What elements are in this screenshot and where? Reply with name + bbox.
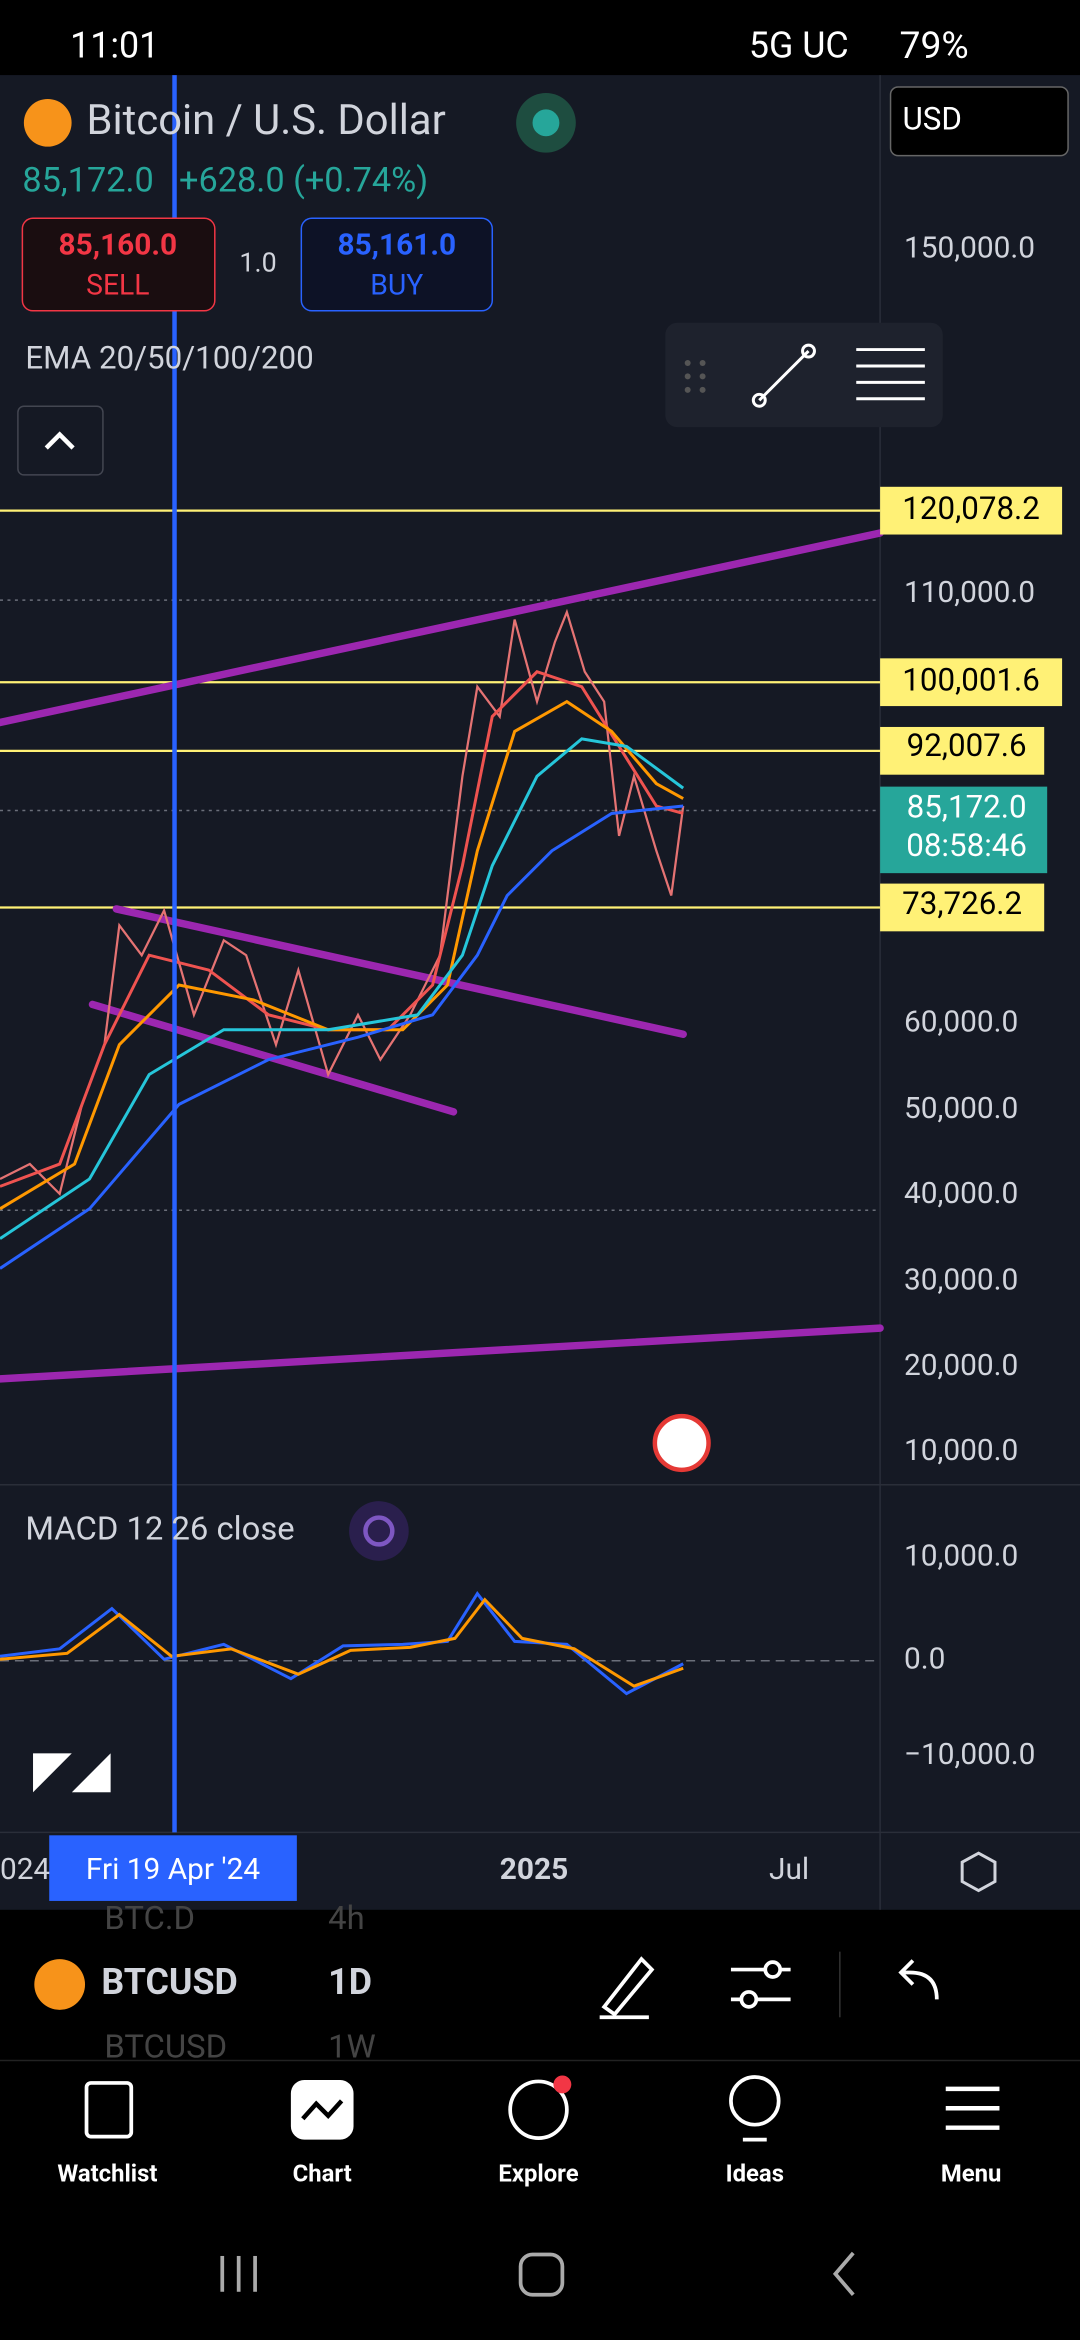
nav-ideas[interactable]: Ideas [726, 2160, 784, 2188]
toolbar-interval[interactable]: 1D [328, 1961, 372, 2003]
level-labels: 120,078.2 100,001.6 92,007.6 73,726.2 [880, 486, 1063, 932]
status-time: 11:01 [70, 25, 159, 67]
buy-button[interactable] [300, 217, 494, 312]
countdown: 08:58:46 [906, 827, 1027, 864]
symbol-name: Bitcoin / U.S. Dollar [87, 96, 446, 145]
toolbar-symbol[interactable]: BTCUSD [101, 1961, 237, 2003]
undo-button[interactable] [898, 1959, 939, 2000]
last-price: 85,172.0 [22, 161, 153, 201]
indicator-label: EMA 20/50/100/200 [25, 339, 313, 376]
price-change: +628.0 (+0.74%) [179, 161, 428, 201]
symbol-toolbar [0, 1909, 1080, 2060]
draw-button[interactable] [599, 1956, 655, 2020]
macd-tick: 10,000.0 [904, 1539, 1018, 1574]
level-label: 120,078.2 [902, 490, 1040, 527]
drawing-toolbar [665, 322, 943, 428]
watchlist-icon[interactable] [84, 2081, 134, 2139]
currency-select[interactable] [889, 86, 1069, 157]
nav-explore[interactable]: Explore [498, 2160, 578, 2188]
nav-watchlist[interactable]: Watchlist [57, 2160, 157, 2188]
status-battery: 79% [900, 24, 969, 68]
price-tick: 10,000.0 [904, 1433, 1018, 1468]
market-dot [532, 109, 560, 137]
sell-label[interactable]: SELL [86, 268, 149, 301]
price-series [0, 608, 685, 1197]
ideas-icon[interactable] [729, 2075, 781, 2127]
macd-settings[interactable] [349, 1501, 409, 1561]
axis-settings[interactable] [960, 1851, 997, 1893]
time-label: 024 [0, 1852, 51, 1887]
nav-menu[interactable]: Menu [941, 2160, 1002, 2188]
price-tick: 150,000.0 [904, 230, 1035, 265]
drag-handle[interactable] [684, 360, 706, 393]
macd-settings-icon[interactable] [363, 1515, 395, 1547]
faded-interval: 4h [328, 1900, 365, 1938]
btc-icon [23, 98, 72, 147]
chart-icon-line[interactable] [301, 2099, 344, 2121]
macd-label: MACD 12 26 close [25, 1511, 294, 1549]
explore-icon[interactable] [508, 2079, 569, 2140]
current-price: 85,172.0 [907, 788, 1027, 825]
price-tick: 50,000.0 [904, 1091, 1018, 1126]
sell-button[interactable] [21, 217, 216, 312]
quantity[interactable]: 1.0 [239, 247, 276, 279]
price-tick: 110,000.0 [904, 575, 1035, 610]
ema-20 [0, 670, 684, 1188]
buy-price[interactable]: 85,161.0 [337, 228, 456, 263]
crosshair-date-box [49, 1835, 297, 1901]
dotted-lines [0, 599, 881, 1662]
signal-line [0, 1597, 684, 1688]
ema-200 [0, 804, 684, 1270]
buy-label[interactable]: BUY [370, 268, 423, 301]
level-label: 92,007.6 [907, 727, 1027, 764]
collapse-button[interactable] [17, 405, 104, 476]
price-tick: 40,000.0 [904, 1176, 1018, 1211]
faded-symbol: BTC.D [104, 1900, 195, 1938]
back[interactable] [832, 2251, 855, 2296]
level-lines [0, 509, 881, 909]
status-network: 5G UC [749, 25, 849, 67]
ema-100 [0, 737, 685, 1240]
home[interactable] [518, 2252, 565, 2297]
lines-tool[interactable] [856, 348, 925, 401]
macd-tick: −10,000.0 [904, 1737, 1035, 1772]
current-price-box [880, 786, 1048, 874]
nav-chart[interactable]: Chart [293, 2160, 352, 2188]
macd-tick: 0.0 [904, 1642, 945, 1677]
sell-price[interactable]: 85,160.0 [59, 228, 178, 263]
price-tick: 30,000.0 [904, 1263, 1018, 1298]
currency[interactable]: USD [902, 101, 961, 138]
trendline-tool[interactable] [751, 343, 816, 408]
ema-50 [0, 699, 684, 1211]
time-label: 2025 [500, 1852, 568, 1887]
price-tick: 20,000.0 [904, 1348, 1018, 1383]
price-tick: 60,000.0 [904, 1005, 1018, 1040]
system-nav [220, 2251, 855, 2297]
explore-badge [553, 2075, 572, 2094]
level-label: 100,001.6 [902, 661, 1040, 698]
level-label: 73,726.2 [902, 885, 1022, 922]
price-axis: 150,000.0 110,000.0 60,000.0 50,000.0 40… [904, 230, 1035, 1467]
collapse-icon[interactable] [44, 431, 75, 450]
tv-logo: ◤◢ [33, 1740, 111, 1799]
crosshair-date: Fri 19 Apr '24 [86, 1852, 260, 1887]
time-label: Jul [769, 1852, 809, 1887]
menu-icon[interactable] [945, 2086, 1000, 2130]
event-flag[interactable] [652, 1413, 711, 1473]
indicators-button[interactable] [730, 1960, 791, 2009]
btc-icon [34, 1959, 86, 2010]
